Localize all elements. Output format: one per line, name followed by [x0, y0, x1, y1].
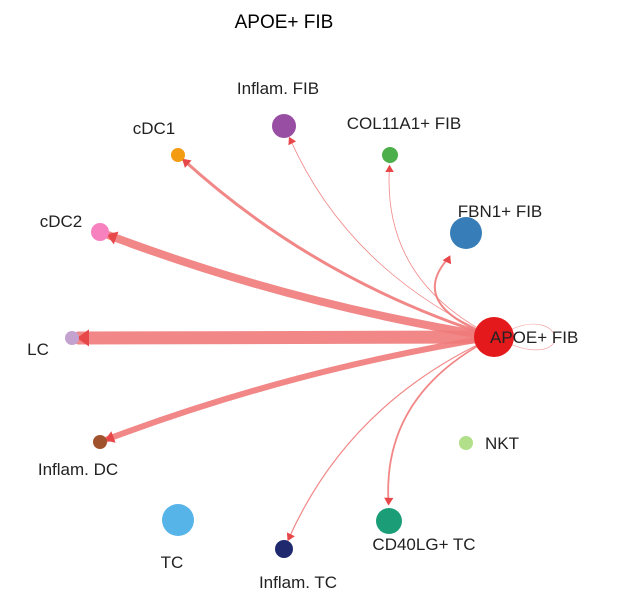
node-nkt — [459, 436, 473, 450]
node-cdc1 — [171, 148, 185, 162]
node-inflam_tc — [275, 540, 293, 558]
edge-inflam_tc — [287, 336, 495, 540]
node-label-col11a1_fib: COL11A1+ FIB — [347, 114, 462, 133]
node-inflam_dc — [93, 435, 107, 449]
node-fbn1_fib — [450, 217, 482, 249]
edge-inflam_dc — [103, 334, 497, 443]
edge-self-loop — [511, 323, 556, 351]
node-label-cdc1: cDC1 — [133, 119, 176, 138]
edge-cd40lg_tc — [387, 336, 495, 505]
node-lc — [65, 331, 79, 345]
node-label-cdc2: cDC2 — [40, 212, 83, 231]
node-cdc2 — [91, 223, 109, 241]
node-inflam_fib — [272, 114, 296, 138]
arrowhead-lc — [76, 329, 90, 347]
edge-col11a1_fib — [388, 166, 495, 338]
node-label-apoe_fib: APOE+ FIB — [490, 328, 578, 347]
node-cd40lg_tc — [376, 508, 402, 534]
arrowhead-cd40lg_tc — [384, 497, 394, 506]
arrowhead-cdc1 — [182, 158, 192, 168]
node-label-tc: TC — [161, 553, 184, 572]
nodes-layer — [65, 114, 514, 558]
arrowhead-col11a1_fib — [385, 164, 394, 173]
edge-lc — [72, 330, 501, 345]
node-label-inflam_tc: Inflam. TC — [259, 573, 337, 592]
edge-cdc2 — [104, 231, 498, 341]
node-label-nkt: NKT — [485, 434, 519, 453]
diagram-title: APOE+ FIB — [235, 12, 334, 33]
node-tc — [162, 504, 194, 536]
arrowhead-fbn1_fib — [442, 255, 452, 265]
labels-layer: APOE+ FIB Inflam. FIB COL11A1+ FIB FBN1+ FI… — [27, 79, 578, 592]
node-label-inflam_fib: Inflam. FIB — [237, 79, 319, 98]
node-label-inflam_dc: Inflam. DC — [38, 460, 118, 479]
node-label-cd40lg_tc: CD40LG+ TC — [372, 535, 475, 554]
node-label-fbn1_fib: FBN1+ FIB — [458, 202, 543, 221]
node-label-lc: LC — [27, 340, 49, 359]
node-col11a1_fib — [382, 147, 398, 163]
edge-cdc1 — [182, 158, 496, 339]
arrowhead-cdc2 — [106, 231, 119, 245]
arrowhead-inflam_dc — [104, 431, 116, 443]
arrowhead-inflam_tc — [286, 532, 295, 542]
node-apoe_fib — [474, 317, 514, 357]
arrowhead-inflam_fib — [288, 136, 297, 146]
